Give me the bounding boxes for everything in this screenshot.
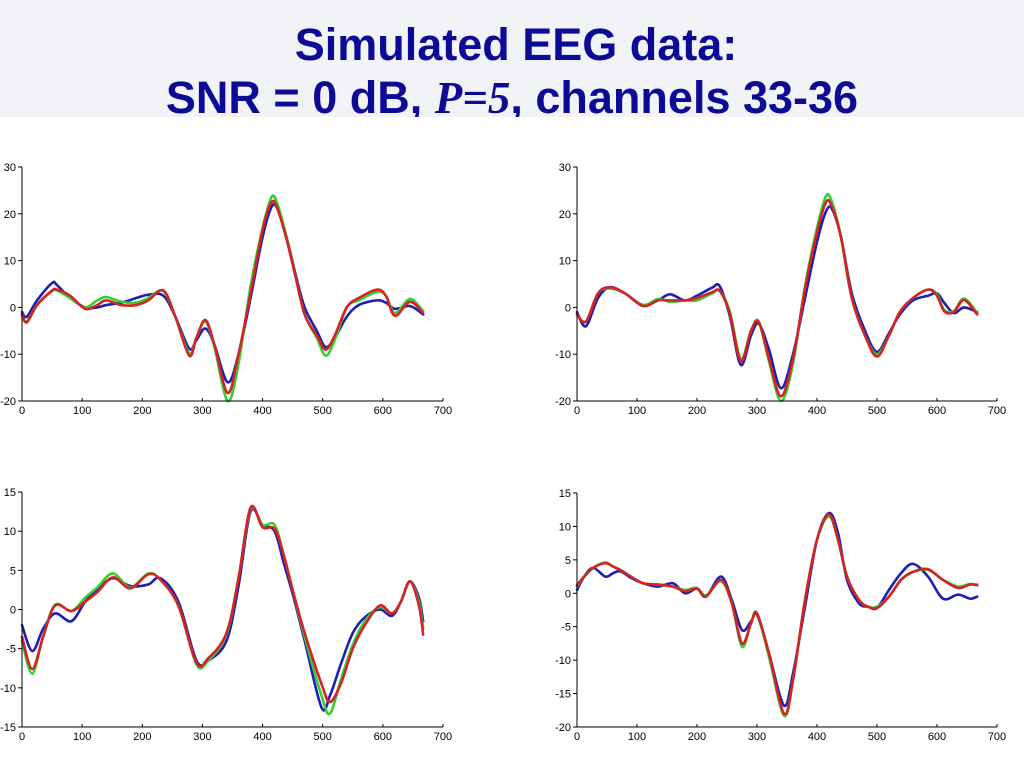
x-tick-label: 700 [988, 405, 1006, 417]
x-tick-label: 400 [253, 731, 271, 743]
y-tick-label: -5 [6, 644, 16, 656]
y-tick-label: 5 [565, 555, 571, 567]
y-tick-label: 15 [559, 488, 571, 500]
title-channels-text: , channels 33-36 [510, 72, 859, 117]
x-tick-label: 400 [808, 731, 826, 743]
y-tick-label: -5 [561, 622, 571, 634]
y-tick-label: 10 [559, 256, 571, 268]
x-tick-label: 200 [133, 731, 151, 743]
series-line-3 [20, 504, 425, 704]
x-tick-label: 500 [314, 405, 332, 417]
y-tick-label: -15 [0, 722, 16, 734]
series-line-3 [575, 513, 979, 716]
y-tick-label: 15 [4, 487, 16, 499]
series-line-3 [20, 199, 425, 395]
series-line-2 [20, 505, 425, 716]
x-tick-label: 0 [574, 405, 580, 417]
x-tick-label: 300 [193, 731, 211, 743]
series-line-3 [575, 198, 979, 398]
slide-title-line-2: SNR = 0 dB, P=5, channels 33-36 [0, 75, 1024, 117]
x-tick-label: 100 [628, 405, 646, 417]
y-tick-label: 20 [4, 209, 16, 221]
slide-title-area: Simulated EEG data: SNR = 0 dB, P=5, cha… [0, 0, 1024, 117]
x-tick-label: 0 [574, 731, 580, 743]
x-tick-label: 100 [73, 731, 91, 743]
x-tick-label: 700 [434, 731, 452, 743]
x-tick-label: 600 [374, 405, 392, 417]
x-tick-label: 0 [19, 405, 25, 417]
y-tick-label: -15 [555, 689, 571, 701]
y-tick-label: -10 [555, 655, 571, 667]
x-tick-label: 200 [688, 731, 706, 743]
x-tick-label: 500 [314, 731, 332, 743]
x-tick-label: 200 [133, 405, 151, 417]
chart-3: -15 -10 -5 0 5 10 15 0 100 200 300 400 500 600 700 [0, 487, 452, 743]
series-group [20, 504, 425, 716]
series-line-1 [575, 205, 979, 390]
y-tick-label: -10 [0, 349, 16, 361]
x-tick-label: 400 [253, 405, 271, 417]
y-tick-label: 20 [559, 209, 571, 221]
series-group [575, 192, 979, 403]
x-tick-label: 700 [434, 405, 452, 417]
y-tick-label: 0 [565, 302, 571, 314]
x-tick-label: 500 [868, 731, 886, 743]
title-p-value: P=5 [434, 73, 511, 118]
x-tick-label: 300 [748, 405, 766, 417]
y-tick-label: -20 [555, 396, 571, 408]
y-tick-label: -10 [0, 683, 16, 695]
x-tick-label: 400 [808, 405, 826, 417]
x-tick-label: 100 [73, 405, 91, 417]
x-tick-label: 300 [193, 405, 211, 417]
y-tick-label: 0 [10, 302, 16, 314]
y-tick-label: 30 [4, 162, 16, 174]
series-line-1 [575, 511, 979, 708]
y-tick-label: 10 [4, 256, 16, 268]
title-snr-text: SNR = 0 dB, [165, 72, 435, 117]
y-tick-label: -20 [0, 396, 16, 408]
x-tick-label: 200 [688, 405, 706, 417]
y-tick-label: 10 [4, 526, 16, 538]
x-tick-label: 100 [628, 731, 646, 743]
x-tick-label: 500 [868, 405, 886, 417]
x-tick-label: 700 [988, 731, 1006, 743]
y-tick-label: 0 [10, 605, 16, 617]
slide-title-line-1: Simulated EEG data: [294, 19, 738, 70]
y-tick-label: 5 [10, 565, 16, 577]
series-group [20, 194, 425, 403]
y-tick-label: 30 [559, 162, 571, 174]
y-tick-label: 0 [565, 588, 571, 600]
x-tick-label: 300 [748, 731, 766, 743]
x-tick-label: 0 [19, 731, 25, 743]
chart-4: -20 -15 -10 -5 0 5 10 15 0 100 200 300 400 500 600 700 [555, 488, 1006, 743]
series-line-1 [20, 507, 425, 712]
y-tick-label: -10 [555, 349, 571, 361]
y-tick-label: -20 [555, 722, 571, 734]
x-tick-label: 600 [928, 405, 946, 417]
series-line-1 [20, 202, 425, 384]
x-tick-label: 600 [374, 731, 392, 743]
series-group [575, 511, 979, 718]
x-tick-label: 600 [928, 731, 946, 743]
y-tick-label: 10 [559, 521, 571, 533]
